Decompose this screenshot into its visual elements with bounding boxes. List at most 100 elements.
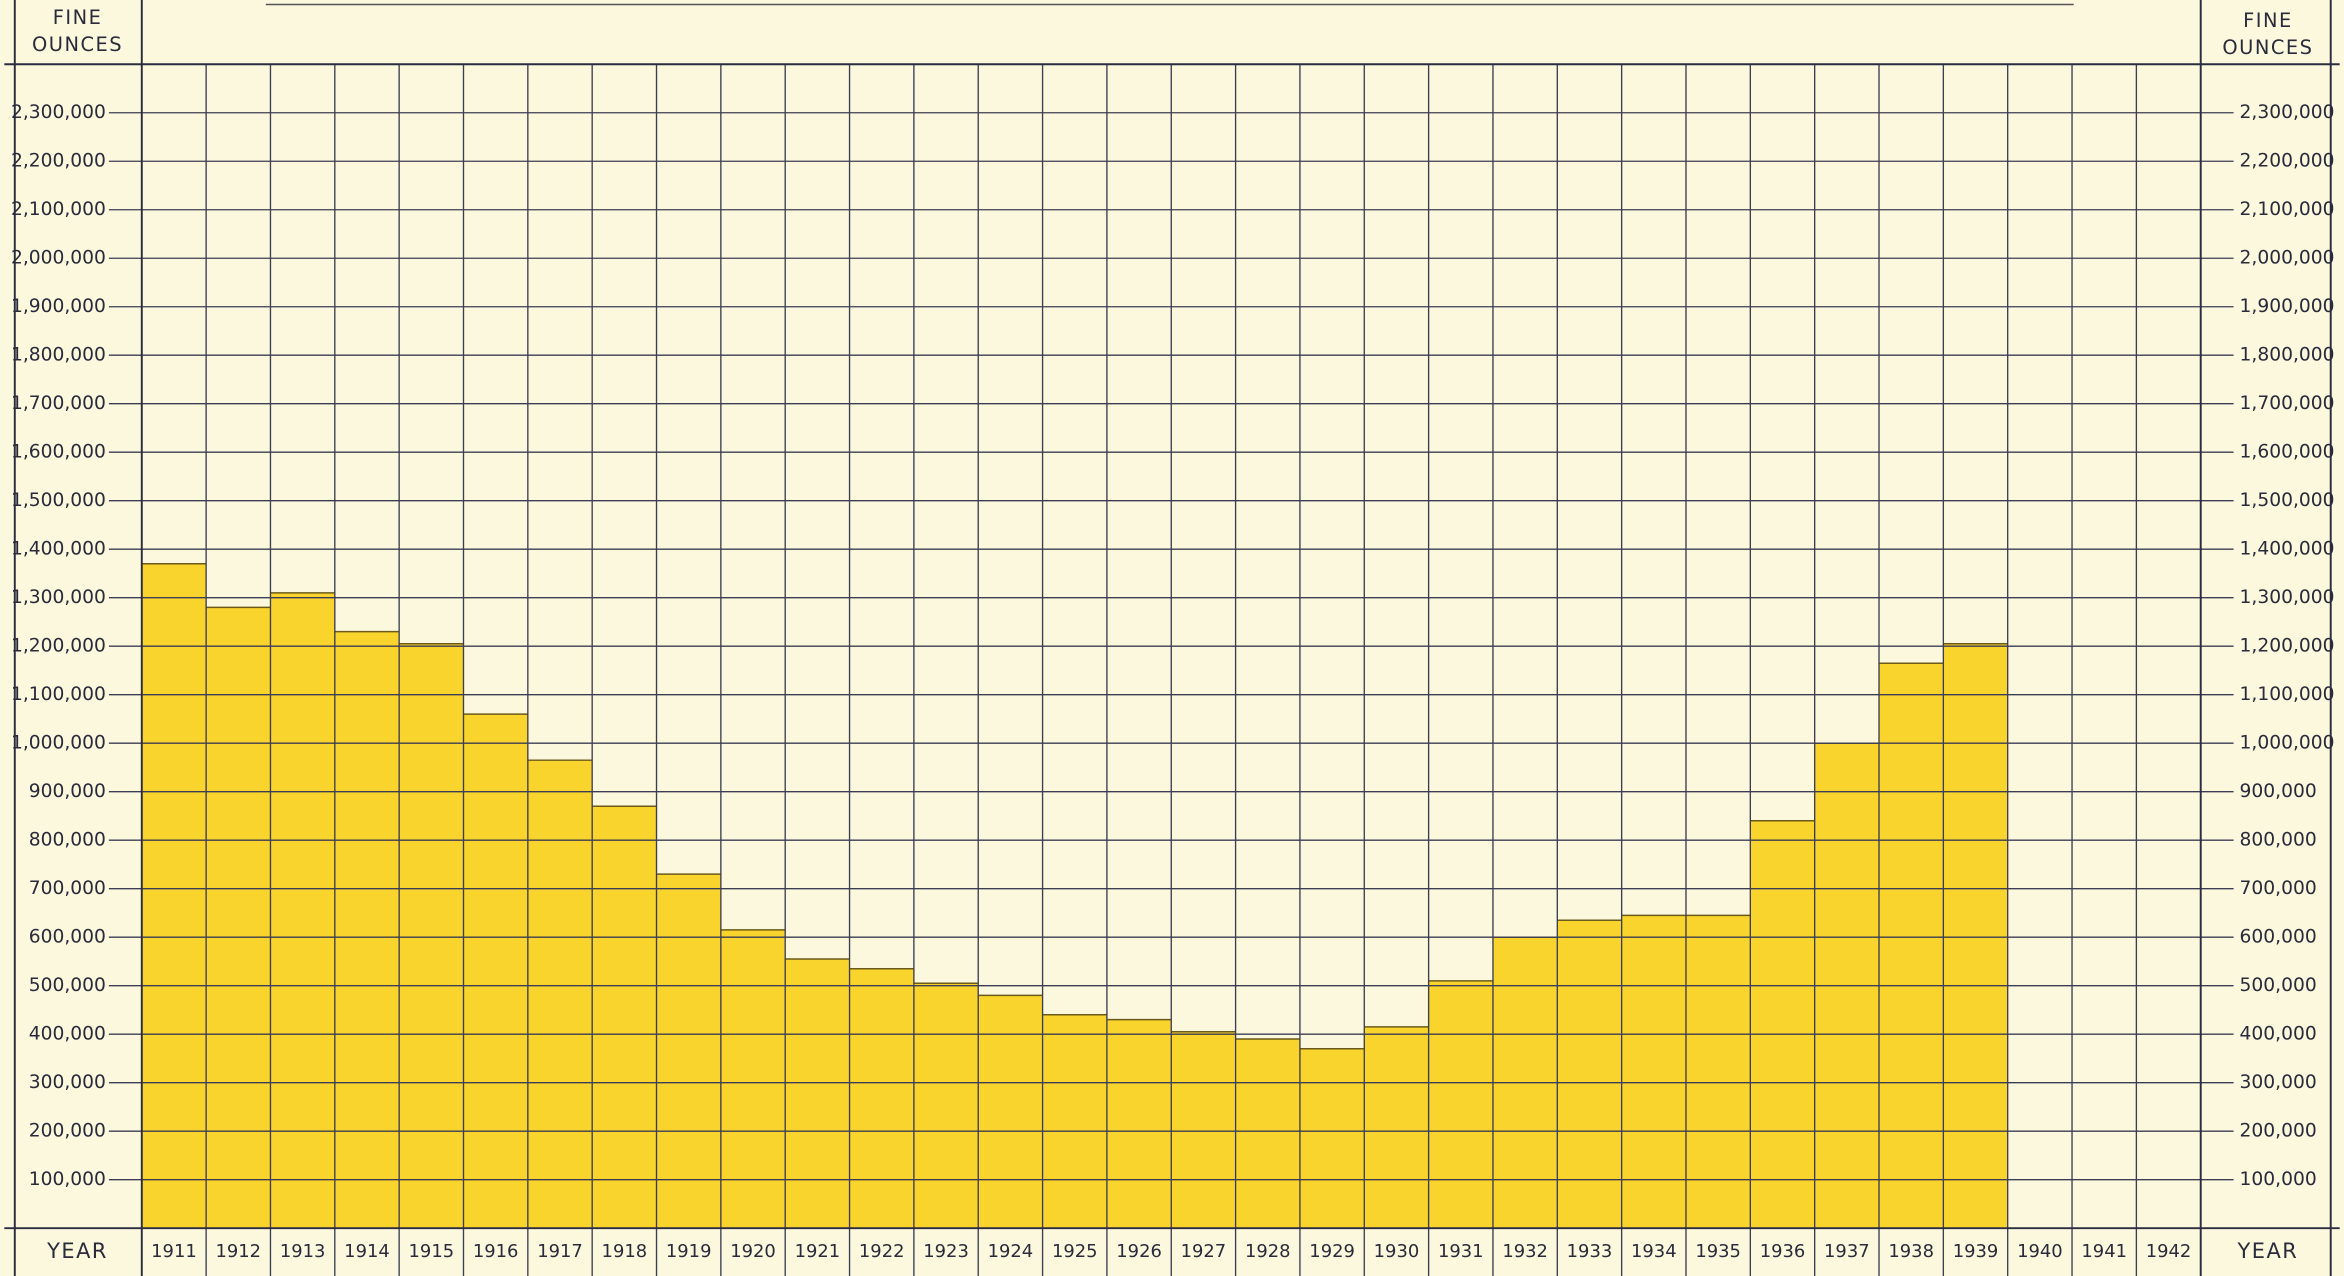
x-tick-label: 1913 <box>280 1241 326 1262</box>
bar <box>785 959 850 1229</box>
bar <box>270 592 335 1229</box>
y-tick-label: 300,000 <box>29 1072 106 1093</box>
x-tick-label: 1929 <box>1309 1241 1355 1262</box>
y-tick-label: 100,000 <box>29 1169 106 1190</box>
y-tick-label-right: 700,000 <box>2240 878 2317 899</box>
x-tick-label: 1926 <box>1116 1241 1162 1262</box>
bar <box>463 714 528 1229</box>
x-axis-label-right: YEAR <box>2237 1239 2299 1263</box>
x-tick-label: 1925 <box>1052 1241 1098 1262</box>
bar <box>399 643 464 1229</box>
y-tick-label: 500,000 <box>29 975 106 996</box>
bar <box>1235 1039 1300 1229</box>
x-tick-label: 1911 <box>151 1241 197 1262</box>
y-tick-label: 800,000 <box>29 830 106 851</box>
x-tick-label: 1930 <box>1374 1241 1420 1262</box>
bar <box>1557 920 1622 1229</box>
bar <box>1171 1031 1236 1229</box>
y-tick-label: 1,000,000 <box>11 733 106 754</box>
y-tick-label-right: 300,000 <box>2240 1072 2317 1093</box>
y-tick-label: 1,100,000 <box>11 684 106 705</box>
y-tick-label: 600,000 <box>29 927 106 948</box>
x-tick-label: 1917 <box>537 1241 583 1262</box>
x-tick-label: 1937 <box>1824 1241 1870 1262</box>
y-tick-label-right: 500,000 <box>2240 975 2317 996</box>
x-tick-label: 1915 <box>409 1241 455 1262</box>
y-tick-label-right: 1,000,000 <box>2240 733 2335 754</box>
y-tick-label-right: 1,500,000 <box>2240 490 2335 511</box>
x-tick-label: 1919 <box>666 1241 712 1262</box>
x-tick-label: 1916 <box>473 1241 519 1262</box>
bar <box>1299 1048 1365 1229</box>
x-tick-label: 1935 <box>1695 1241 1741 1262</box>
x-tick-label: 1918 <box>602 1241 648 1262</box>
bar <box>206 607 271 1229</box>
y-axis-label: FINE OUNCES <box>32 5 123 55</box>
y-tick-label-right: 1,900,000 <box>2240 296 2335 317</box>
y-tick-label-right: 900,000 <box>2240 781 2317 802</box>
x-tick-label: 1921 <box>795 1241 841 1262</box>
y-tick-label-right: 2,100,000 <box>2240 199 2335 220</box>
y-tick-label: 1,300,000 <box>11 587 106 608</box>
x-tick-label: 1914 <box>344 1241 390 1262</box>
bar <box>1428 980 1493 1229</box>
x-tick-label: 1939 <box>1953 1241 1999 1262</box>
y-tick-label-right: 1,100,000 <box>2240 684 2335 705</box>
y-tick-label: 1,500,000 <box>11 490 106 511</box>
y-tick-label-right: 2,200,000 <box>2240 151 2335 172</box>
x-tick-label: 1936 <box>1760 1241 1806 1262</box>
bar <box>1042 1014 1107 1229</box>
y-tick-label-right: 600,000 <box>2240 927 2317 948</box>
y-tick-label: 700,000 <box>29 878 106 899</box>
bar <box>1943 643 2008 1229</box>
x-tick-label: 1924 <box>988 1241 1034 1262</box>
y-tick-label: 1,900,000 <box>11 296 106 317</box>
x-tick-label: 1941 <box>2081 1241 2127 1262</box>
y-tick-label-right: 1,700,000 <box>2240 393 2335 414</box>
bar <box>1750 820 1815 1229</box>
y-tick-label-right: 1,600,000 <box>2240 442 2335 463</box>
y-tick-label-right: 200,000 <box>2240 1121 2317 1142</box>
bar <box>913 983 979 1229</box>
bar <box>849 968 914 1229</box>
x-tick-label: 1927 <box>1181 1241 1227 1262</box>
y-tick-label: 2,200,000 <box>11 151 106 172</box>
y-tick-label: 2,000,000 <box>11 248 106 269</box>
x-tick-label: 1920 <box>730 1241 776 1262</box>
y-tick-label-right: 400,000 <box>2240 1024 2317 1045</box>
y-axis-label-right: FINE OUNCES <box>2222 8 2313 58</box>
x-tick-label: 1940 <box>2017 1241 2063 1262</box>
y-tick-label: 2,300,000 <box>11 102 106 123</box>
y-tick-label: 200,000 <box>29 1121 106 1142</box>
x-tick-label: 1942 <box>2146 1241 2192 1262</box>
y-tick-label-right: 2,300,000 <box>2240 102 2335 123</box>
y-tick-label-right: 1,200,000 <box>2240 636 2335 657</box>
x-tick-label: 1912 <box>216 1241 262 1262</box>
y-tick-label-right: 1,800,000 <box>2240 345 2335 366</box>
bar <box>720 929 786 1229</box>
bar <box>1685 915 1751 1229</box>
bar <box>978 995 1043 1229</box>
y-tick-label: 900,000 <box>29 781 106 802</box>
x-tick-label: 1928 <box>1245 1241 1291 1262</box>
y-tick-label: 2,100,000 <box>11 199 106 220</box>
x-tick-label: 1923 <box>923 1241 969 1262</box>
y-tick-label: 1,800,000 <box>11 345 106 366</box>
y-tick-label-right: 100,000 <box>2240 1169 2317 1190</box>
x-tick-label: 1933 <box>1567 1241 1613 1262</box>
bar <box>656 874 721 1229</box>
y-tick-label: 1,700,000 <box>11 393 106 414</box>
bar <box>1621 915 1686 1229</box>
y-tick-label: 1,400,000 <box>11 539 106 560</box>
bar <box>527 760 593 1229</box>
bar <box>1106 1019 1172 1229</box>
bar <box>141 563 207 1229</box>
x-tick-label: 1934 <box>1631 1241 1677 1262</box>
bar <box>334 631 400 1229</box>
bar <box>1364 1026 1429 1229</box>
x-tick-label: 1938 <box>1888 1241 1934 1262</box>
x-tick-label: 1931 <box>1438 1241 1484 1262</box>
y-tick-label: 400,000 <box>29 1024 106 1045</box>
x-axis-label: YEAR <box>46 1239 108 1263</box>
